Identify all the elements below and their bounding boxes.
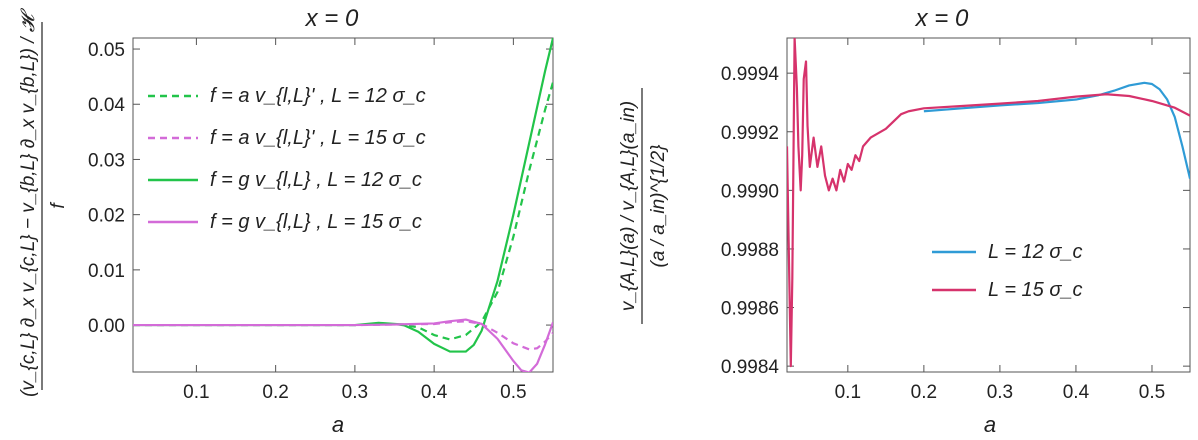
right-y-tick-label: 0.9988 [721, 240, 779, 261]
left-legend-label-4: f = g v_{l,L} , L = 15 σ_c [210, 211, 422, 233]
left-series-group [133, 38, 553, 372]
right-legend-label-2: L = 15 σ_c [988, 279, 1083, 301]
right-x-tick-label: 0.3 [987, 382, 1013, 403]
right-chart-title: x = 0 [915, 5, 969, 32]
left-series-line-3 [133, 38, 553, 353]
right-series-line-2 [787, 38, 1190, 368]
right-y-label-numerator: v_{A,L}(a) / v_{A,L}(a_in) [618, 101, 639, 311]
right-x-tick-label: 0.5 [1139, 382, 1165, 403]
left-x-tick-label: 0.3 [342, 382, 368, 403]
left-x-tick-label: 0.2 [262, 382, 288, 403]
right-legend-label-1: L = 12 σ_c [988, 241, 1083, 263]
right-series-line-1 [923, 81, 1190, 179]
left-x-tick-label: 0.4 [421, 382, 448, 403]
left-legend-label-3: f = g v_{l,L} , L = 12 σ_c [210, 169, 422, 191]
left-y-label: (v_{c,L} ∂_x v_{c,L} − v_{b,L} ∂_x v_{b,… [18, 7, 69, 397]
left-series-line-1 [133, 81, 553, 341]
left-y-label-denominator: f [48, 202, 69, 209]
left-x-tick-label: 0.5 [500, 382, 526, 403]
right-y-tick-label: 0.9990 [721, 181, 779, 202]
left-x-tick-label: 0.1 [183, 382, 209, 403]
left-chart-title: x = 0 [305, 5, 359, 32]
right-x-tick-label: 0.1 [835, 382, 861, 403]
right-y-tick-label: 0.9984 [721, 357, 780, 378]
left-y-tick-label: 0.00 [88, 316, 125, 337]
right-x-tick-label: 0.4 [1063, 382, 1090, 403]
left-series-line-4 [133, 318, 553, 372]
left-plot-frame [132, 37, 554, 373]
left-legend-label-2: f = a v_{l,L}' , L = 15 σ_c [210, 127, 426, 149]
left-legend-label-1: f = a v_{l,L}' , L = 12 σ_c [210, 85, 426, 107]
right-plot-frame [786, 37, 1191, 373]
left-y-tick-label: 0.02 [88, 206, 125, 227]
right-y-label: v_{A,L}(a) / v_{A,L}(a_in) (a / a_in)^{1… [618, 88, 669, 324]
left-y-tick-label: 0.04 [88, 95, 125, 116]
left-y-tick-label: 0.01 [88, 261, 125, 282]
right-series-group [787, 38, 1190, 368]
left-chart: x = 0 (v_{c,L} ∂_x v_{c,L} − v_{b,L} ∂_x… [18, 5, 554, 437]
right-y-tick-label: 0.9992 [721, 123, 779, 144]
left-x-label: a [332, 412, 344, 437]
right-x-tick-label: 0.2 [911, 382, 937, 403]
right-y-label-denominator: (a / a_in)^{1/2} [648, 144, 669, 268]
left-y-tick-label: 0.05 [88, 40, 125, 61]
right-y-tick-label: 0.9986 [721, 299, 779, 320]
left-y-label-numerator: (v_{c,L} ∂_x v_{c,L} − v_{b,L} ∂_x v_{b,… [18, 7, 39, 397]
right-x-label: a [984, 412, 996, 437]
right-chart: x = 0 v_{A,L}(a) / v_{A,L}(a_in) (a / a_… [618, 5, 1191, 437]
right-y-tick-label: 0.9994 [721, 64, 780, 85]
left-y-tick-label: 0.03 [88, 150, 125, 171]
